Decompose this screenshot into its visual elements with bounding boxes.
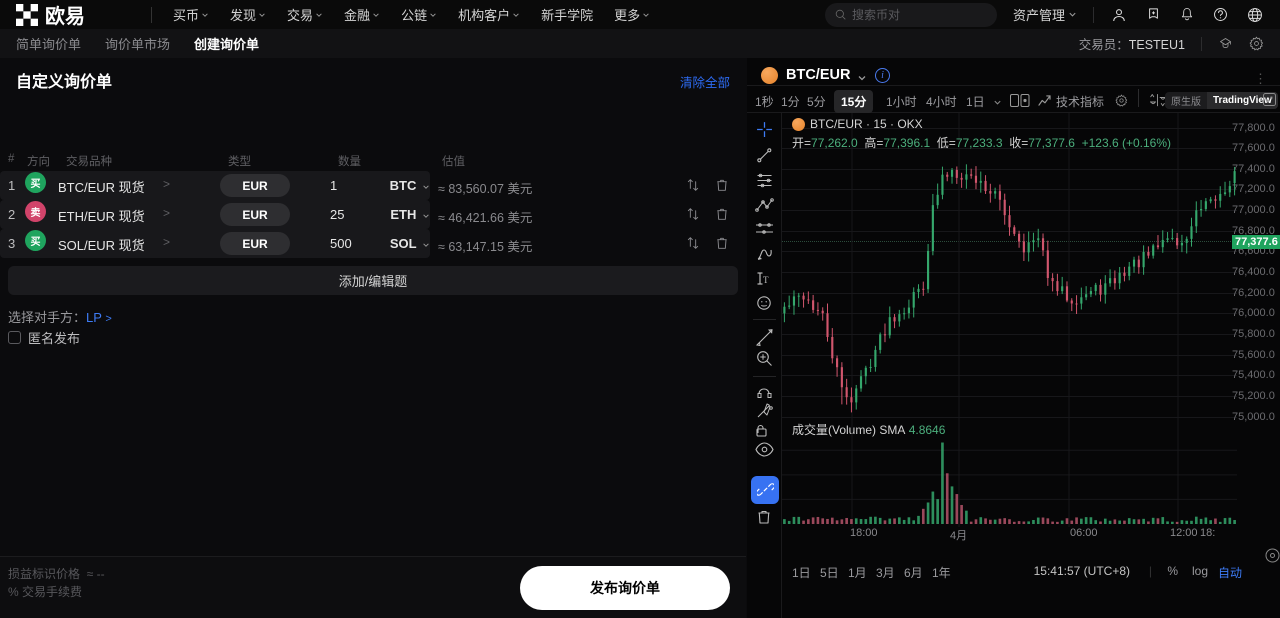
svg-text:T: T bbox=[763, 275, 769, 285]
